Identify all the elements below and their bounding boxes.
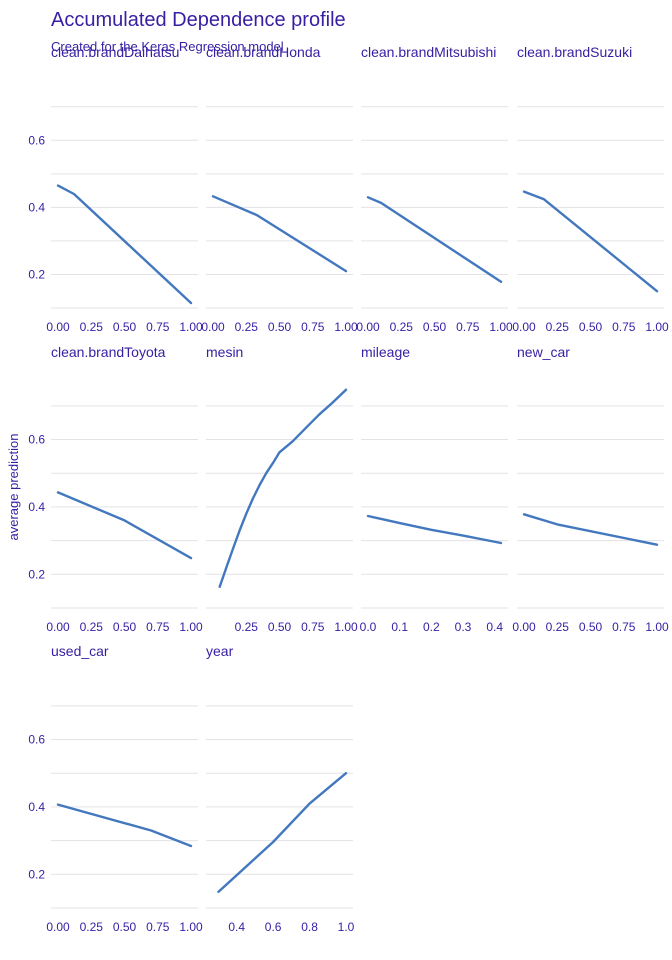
x-tick-label: 0.2 [423, 620, 440, 634]
x-tick-label: 0.75 [456, 320, 480, 334]
x-tick-label: 0.6 [265, 920, 282, 934]
x-tick-label: 0.00 [46, 320, 70, 334]
ale-profile-line [366, 514, 503, 545]
y-tick-label: 0.6 [28, 133, 45, 147]
x-tick-label: 0.75 [146, 920, 170, 934]
x-tick-label: 1.00 [334, 620, 358, 634]
y-axis-label: average prediction [6, 434, 21, 541]
x-tick-label: 0.25 [235, 620, 259, 634]
x-tick-label: 0.00 [512, 320, 536, 334]
ale-profile-line [522, 513, 659, 546]
x-tick-label: 0.00 [201, 320, 225, 334]
panel-clean-brandmitsubishi: clean.brandMitsubishi 0.00 0.25 0.50 0.75 1.0… [356, 44, 513, 334]
x-tick-label: 1.00 [489, 320, 513, 334]
panel-new-car: new_car 0.00 0.25 0.50 0.75 1.00 [512, 344, 669, 634]
panel-clean-brandhonda: clean.brandHonda 0.00 0.25 0.50 0.75 1.00 [201, 44, 358, 334]
facet-panels: clean.brandDaihatsu 0.2 0.4 0.6 0.00 0.25 0.50… [28, 44, 669, 934]
y-tick-label: 0.4 [28, 200, 45, 214]
x-tick-label: 0.75 [612, 320, 636, 334]
x-tick-label: 0.0 [360, 620, 377, 634]
ale-profile-line [211, 195, 348, 273]
x-tick-label: 1.00 [645, 320, 669, 334]
x-tick-label: 0.8 [301, 920, 318, 934]
x-tick-label: 0.00 [46, 620, 70, 634]
panel-strip-label: year [206, 643, 234, 659]
x-tick-label: 1.00 [179, 320, 203, 334]
ale-profile-line [56, 184, 193, 305]
x-tick-label: 1.0 [338, 920, 355, 934]
chart-subtitle: Created for the Keras Regression model [51, 39, 284, 54]
chart-title: Accumulated Dependence profile [51, 9, 346, 31]
x-tick-label: 0.50 [423, 320, 447, 334]
x-tick-label: 1.00 [334, 320, 358, 334]
panel-used-car: used_car 0.2 0.4 0.6 0.00 0.25 0.50 0.75 1.00 [28, 643, 203, 934]
x-tick-label: 0.75 [301, 620, 325, 634]
x-tick-label: 0.4 [486, 620, 503, 634]
x-tick-label: 1.00 [179, 620, 203, 634]
x-tick-label: 0.50 [113, 320, 137, 334]
panel-strip-label: new_car [517, 344, 570, 360]
panel-strip-label: clean.brandHonda [206, 44, 321, 60]
x-tick-label: 0.4 [228, 920, 245, 934]
x-tick-label: 0.25 [80, 320, 104, 334]
x-tick-label: 0.75 [301, 320, 325, 334]
x-tick-label: 0.50 [268, 620, 292, 634]
x-tick-label: 0.50 [113, 920, 137, 934]
x-tick-label: 0.25 [390, 320, 414, 334]
x-tick-label: 0.1 [391, 620, 408, 634]
x-tick-label: 0.00 [46, 920, 70, 934]
panel-strip-label: clean.brandMitsubishi [361, 44, 496, 60]
panel-strip-label: clean.brandToyota [51, 344, 166, 360]
x-tick-label: 1.00 [179, 920, 203, 934]
y-tick-label: 0.6 [28, 733, 45, 747]
panel-strip-label: mesin [206, 344, 243, 360]
x-tick-label: 0.75 [146, 620, 170, 634]
y-tick-label: 0.4 [28, 800, 45, 814]
y-tick-label: 0.2 [28, 267, 45, 281]
x-tick-label: 0.50 [268, 320, 292, 334]
x-tick-label: 0.25 [546, 620, 570, 634]
ale-profile-line [522, 190, 659, 293]
x-tick-label: 0.00 [356, 320, 380, 334]
panel-clean-brandtoyota: clean.brandToyota 0.2 0.4 0.6 0.00 0.25 0.50 0.… [28, 344, 203, 634]
panel-strip-label: used_car [51, 643, 109, 659]
panel-strip-label: clean.brandDaihatsu [51, 44, 179, 60]
panel-mileage: mileage 0.0 0.1 0.2 0.3 0.4 [360, 344, 508, 634]
ale-profile-line [56, 803, 193, 848]
y-tick-label: 0.6 [28, 433, 45, 447]
x-tick-label: 0.50 [113, 620, 137, 634]
ale-profile-line [218, 388, 348, 588]
x-tick-label: 0.50 [579, 320, 603, 334]
ale-profile-line [56, 491, 193, 560]
x-tick-label: 0.50 [579, 620, 603, 634]
x-tick-label: 0.25 [235, 320, 259, 334]
panel-clean-branddaihatsu: clean.brandDaihatsu 0.2 0.4 0.6 0.00 0.25 0.50… [28, 44, 203, 334]
x-tick-label: 0.75 [612, 620, 636, 634]
x-tick-label: 0.00 [512, 620, 536, 634]
x-tick-label: 0.3 [455, 620, 472, 634]
panel-clean-brandsuzuki: clean.brandSuzuki 0.00 0.25 0.50 0.75 1.00 [512, 44, 669, 334]
x-tick-label: 0.25 [80, 620, 104, 634]
ale-profile-line [366, 196, 503, 283]
x-tick-label: 0.25 [80, 920, 104, 934]
y-tick-label: 0.4 [28, 500, 45, 514]
panel-mesin: mesin 0.25 0.50 0.75 1.00 [206, 344, 358, 634]
ale-profile-line [217, 772, 348, 893]
x-tick-label: 0.75 [146, 320, 170, 334]
panel-strip-label: clean.brandSuzuki [517, 44, 632, 60]
panel-year: year 0.4 0.6 0.8 1.0 [206, 643, 355, 934]
x-tick-label: 0.25 [546, 320, 570, 334]
y-tick-label: 0.2 [28, 567, 45, 581]
x-tick-label: 1.00 [645, 620, 669, 634]
panel-strip-label: mileage [361, 344, 410, 360]
y-tick-label: 0.2 [28, 867, 45, 881]
